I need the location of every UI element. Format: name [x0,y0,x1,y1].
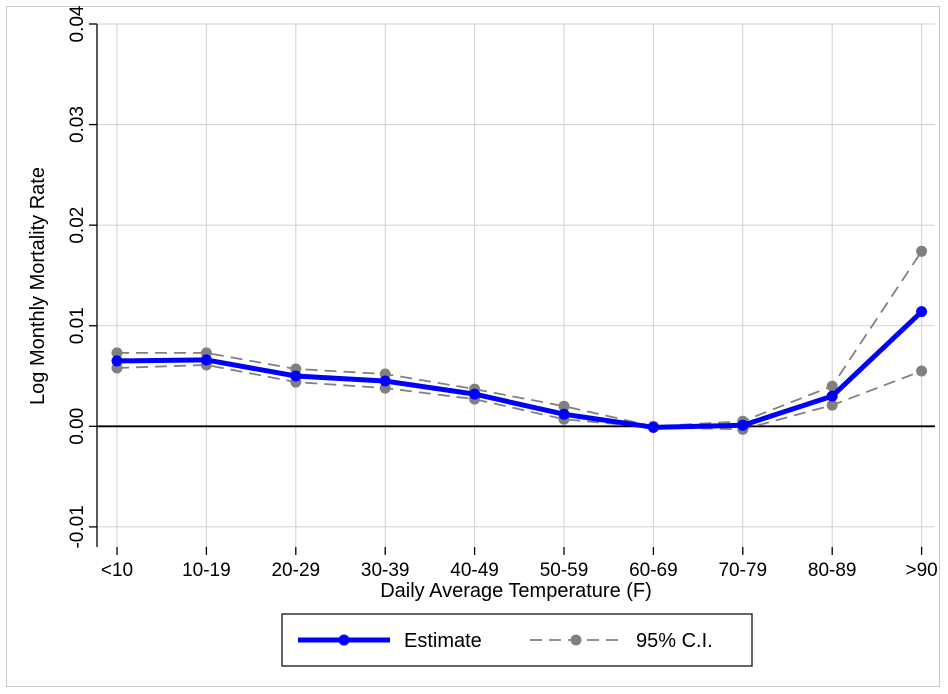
data-point-ci-lower [916,365,928,377]
legend-marker-estimate [338,634,350,646]
legend-label-estimate: Estimate [404,630,482,652]
y-tick-label: 0.00 [67,408,88,445]
data-point-estimate [290,370,302,382]
series-line-estimate [116,309,924,430]
x-axis: <10 10-19 20-29 30-39 40-49 50-59 60-69 70-79 80… [101,547,938,581]
x-tick-label: >90 [905,560,937,581]
x-tick-label: 70-79 [718,560,767,581]
y-axis-title: Log Monthly Mortality Rate [27,167,49,405]
data-point-estimate [558,408,570,420]
data-point-estimate [379,375,391,387]
data-point-estimate [469,388,481,400]
data-point-ci-upper [826,380,838,392]
series-line-ci-upper [117,250,923,428]
x-tick-label: 40-49 [450,560,499,581]
x-tick-label: 60-69 [629,560,678,581]
data-point-ci-lower [826,399,838,411]
series [111,245,928,435]
data-point-ci-upper [111,347,123,359]
x-tick-label: <10 [101,560,133,581]
x-tick-label: 20-29 [271,560,320,581]
y-tick-label: 0.01 [67,307,88,344]
legend-label-ci: 95% C.I. [636,630,713,652]
series-line-ci-lower [116,364,922,431]
legend: Estimate 95% C.I. [281,613,753,667]
y-axis: -0.01 0.00 0.01 0.02 0.03 0.04 [67,5,97,549]
y-tick-label: 0.03 [67,106,88,143]
y-tick-label: -0.01 [67,505,88,548]
x-tick-label: 30-39 [361,560,410,581]
x-axis-title: Daily Average Temperature (F) [380,580,652,602]
data-point-estimate [916,306,928,318]
data-point-estimate [647,421,659,433]
y-tick-label: 0.02 [67,207,88,244]
x-tick-label: 10-19 [182,560,231,581]
data-point-estimate [200,354,212,366]
x-tick-label: 80-89 [808,560,857,581]
plot-area [97,24,935,547]
data-point-ci-upper [916,245,928,257]
y-tick-label: 0.04 [67,5,88,42]
data-point-ci-upper [558,400,570,412]
x-tick-label: 50-59 [540,560,589,581]
data-point-estimate [826,390,838,402]
data-point-estimate [111,355,123,367]
data-point-estimate [737,419,749,431]
legend-marker-ci [570,634,582,646]
